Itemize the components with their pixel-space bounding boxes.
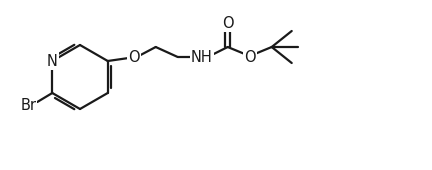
Text: O: O [222, 15, 234, 30]
Text: O: O [128, 49, 140, 64]
Text: Br: Br [20, 98, 36, 113]
Text: NH: NH [191, 49, 213, 64]
Text: N: N [47, 54, 58, 69]
Text: O: O [244, 49, 255, 64]
